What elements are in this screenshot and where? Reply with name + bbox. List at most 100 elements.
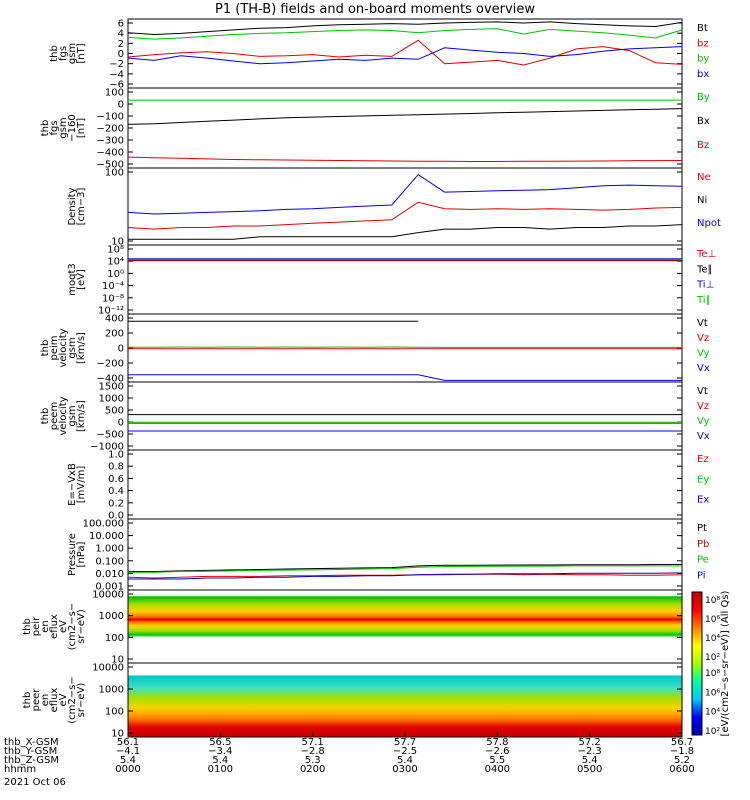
x-tick-label: 0100: [208, 764, 233, 775]
y-axis-label: gsm: [67, 405, 78, 426]
y-axis-label: sr−eV): [76, 609, 87, 644]
x-tick-label: −2.3: [578, 746, 602, 757]
y-axis-label: thb: [40, 340, 51, 357]
panel-fgs_oth: 1000−100−200−300−400−500 thbfgsgsm−160[nT…: [40, 87, 710, 171]
series-line-fgs_oth-Bz: [127, 156, 683, 162]
legend-entry: Ti∥: [696, 295, 711, 306]
x-tick-label: 56.1: [117, 737, 139, 748]
y-tick-label: 1000: [99, 394, 124, 405]
y-axis-label: [eV]: [76, 269, 87, 290]
y-axis-label: velocity: [58, 328, 69, 367]
colorbar-tick-label: 10²: [705, 653, 720, 663]
panel-frame: [127, 449, 683, 520]
y-tick-label: 10⁰: [107, 269, 124, 280]
x-tick-label: 0600: [669, 764, 694, 775]
y-tick-label: 10: [111, 237, 124, 248]
y-tick-label: 1500: [99, 382, 124, 393]
y-axis-label: peim: [49, 335, 60, 360]
y-axis-label: peem: [49, 402, 60, 430]
panel-frame: [127, 381, 683, 451]
y-axis-label: eflux: [49, 688, 60, 713]
x-tick-label: −2.6: [485, 746, 509, 757]
colorbar-tick-label: 10⁶: [705, 688, 720, 698]
y-axis-label: (cm2−s−: [67, 603, 78, 650]
legend-entry: Ti⊥: [696, 280, 714, 291]
legend-entry: bz: [697, 38, 709, 49]
x-tick-label: 5.5: [489, 755, 505, 766]
x-axis: thb_X-GSM 56.1 56.5 57.1 57.7 57.8 57.2 56.7 thb…: [4, 732, 695, 788]
y-axis-label: Pressure: [67, 533, 78, 576]
x-tick-label: 57.8: [486, 737, 508, 748]
legend-entry: Vt: [697, 386, 708, 397]
x-tick-label: 0400: [485, 764, 510, 775]
y-axis-label: moqt3: [67, 263, 78, 296]
colorbar-tick-label: 10²: [705, 727, 720, 737]
y-axis-label: thb: [40, 120, 51, 137]
series-line-density-Ni: [128, 224, 683, 240]
legend-entry: Vx: [697, 431, 710, 442]
y-tick-label: 0.100: [95, 556, 124, 567]
x-row-name: hhmm: [4, 764, 36, 775]
y-axis-label: [km/s]: [76, 332, 87, 364]
y-axis-label: (cm2−s−: [67, 676, 78, 723]
y-axis-label: en: [40, 694, 51, 707]
y-tick-label: 2: [118, 39, 124, 50]
y-axis-label: thb: [40, 408, 51, 425]
y-axis-label: peer: [31, 688, 42, 712]
y-axis-label: eV: [58, 693, 69, 706]
y-tick-label: 100.000: [83, 519, 124, 530]
y-tick-label: −400: [97, 148, 124, 159]
panel-frame: [127, 518, 683, 591]
series-line-pressure-Pi: [128, 572, 683, 580]
panel-frame: [127, 18, 683, 89]
panel-peir: 10000 1000 100 10 thbpeirenefluxeV(cm2−s−sr−…: [22, 589, 683, 666]
x-row-name: thb_X-GSM: [4, 737, 59, 748]
series-line-fgs-by: [127, 28, 683, 40]
chart-title: P1 (TH-B) fields and on-board moments ov…: [215, 2, 535, 17]
colorbar: 10⁸ 10⁶ 10⁴ 10² 10⁸ 10⁶ 10⁴ 10² [eV/(cm2−s−sr−eV…: [691, 590, 731, 737]
panel-frame: [127, 313, 683, 383]
y-axis-label: fgs: [58, 46, 69, 61]
y-tick-label: 10000: [92, 590, 124, 601]
y-tick-label: −200: [97, 359, 124, 370]
legend-entry: Vz: [697, 333, 709, 344]
y-tick-label: 10000: [92, 663, 124, 674]
y-tick-label: 10⁸: [107, 245, 124, 256]
y-tick-label: 500: [105, 406, 124, 417]
panel-efield: 1.00.80.60.40.2 0.0 E=−VxB[mV/m] Ez Ey Ex: [67, 449, 709, 522]
y-tick-label: 0: [118, 418, 124, 429]
y-axis-label: [km/s]: [76, 400, 87, 432]
legend-entry: Te∥: [696, 264, 713, 275]
legend-entry: Vz: [697, 401, 709, 412]
x-tick-label: 57.2: [579, 737, 601, 748]
x-tick-label: −3.4: [208, 746, 232, 757]
y-tick-label: 100: [105, 168, 124, 179]
x-tick-label: 5.3: [305, 755, 321, 766]
legend-entry: Pe: [697, 555, 709, 566]
series-line-peim-Vx: [128, 374, 682, 381]
legend-entry: Vt: [697, 318, 708, 329]
legend-entry: By: [697, 92, 710, 103]
x-tick-label: −2.8: [301, 746, 325, 757]
series-line-pressure-Pt: [128, 563, 683, 572]
y-axis-label: Density: [67, 187, 78, 225]
y-tick-label: 400: [105, 314, 124, 325]
y-tick-label: 0.010: [95, 569, 124, 580]
x-tick-label: 0500: [577, 764, 602, 775]
legend-entry: Ne: [697, 172, 711, 183]
y-tick-label: −200: [97, 124, 124, 135]
x-tick-label: −1.8: [670, 746, 694, 757]
y-axis-label: sr−eV): [76, 683, 87, 718]
x-tick-label: −2.5: [393, 746, 417, 757]
y-tick-label: 0: [118, 100, 124, 111]
y-tick-label: 0.6: [108, 474, 124, 485]
y-tick-label: 10⁻¹²: [98, 306, 124, 317]
x-tick-label: 0200: [300, 764, 325, 775]
y-tick-label: 10⁻⁸: [102, 293, 124, 304]
colorbar-tick-label: 10⁸: [705, 669, 720, 679]
x-tick-label: 5.4: [212, 755, 228, 766]
